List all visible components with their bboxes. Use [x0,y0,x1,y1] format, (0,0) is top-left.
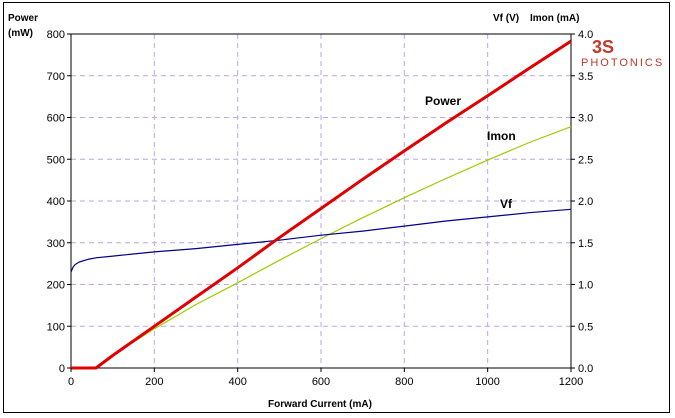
y-right-tick-label: 0.0 [578,363,593,375]
x-tick-label: 0 [68,376,74,388]
y-right-tick-label: 0.5 [578,321,593,333]
y-left-tick-label: 200 [47,280,65,292]
logo-text: PHOTONICS [581,57,664,69]
ticks: 0 200 400 600 800 1000 1200 0 100 200 300 400 500 600… [47,29,594,388]
y-left-tick-label: 0 [59,363,65,375]
y-right-title-vf: Vf (V) [493,13,519,24]
y-right-tick-label: 2.0 [578,196,593,208]
y-left-tick-label: 400 [47,196,65,208]
series-label-imon: Imon [487,129,516,143]
y-right-tick-label: 1.5 [578,238,593,250]
y-left-tick-label: 700 [47,71,65,83]
y-left-tick-label: 600 [47,113,65,125]
logo: 3S PHOTONICS [581,37,664,69]
y-right-tick-label: 2.5 [578,154,593,166]
y-right-title-imon: Imon (mA) [530,13,579,24]
y-left-tick-label: 800 [47,29,65,41]
x-tick-label: 800 [395,376,413,388]
series-line-vf [70,208,572,273]
y-left-tick-label: 100 [47,321,65,333]
x-tick-label: 1200 [559,376,583,388]
y-right-tick-label: 3.0 [578,113,593,125]
y-left-title-line1: Power [8,13,38,24]
logo-mark: 3S [592,37,614,57]
y-right-tick-label: 4.0 [578,29,593,41]
grid [71,34,571,368]
series-label-power: Power [425,94,461,108]
x-tick-label: 400 [228,376,246,388]
x-axis-title: Forward Current (mA) [268,399,372,410]
y-left-tick-label: 500 [47,154,65,166]
y-left-tick-label: 300 [47,238,65,250]
x-tick-label: 1000 [475,376,499,388]
series-layer [70,39,572,370]
x-tick-label: 200 [145,376,163,388]
series-label-vf: Vf [500,197,513,211]
y-right-tick-label: 3.5 [578,71,593,83]
y-left-title-line2: (mW) [8,28,33,39]
x-tick-label: 600 [312,376,330,388]
y-right-tick-label: 1.0 [578,280,593,292]
chart-frame [3,2,670,413]
series-line-power [71,39,572,370]
